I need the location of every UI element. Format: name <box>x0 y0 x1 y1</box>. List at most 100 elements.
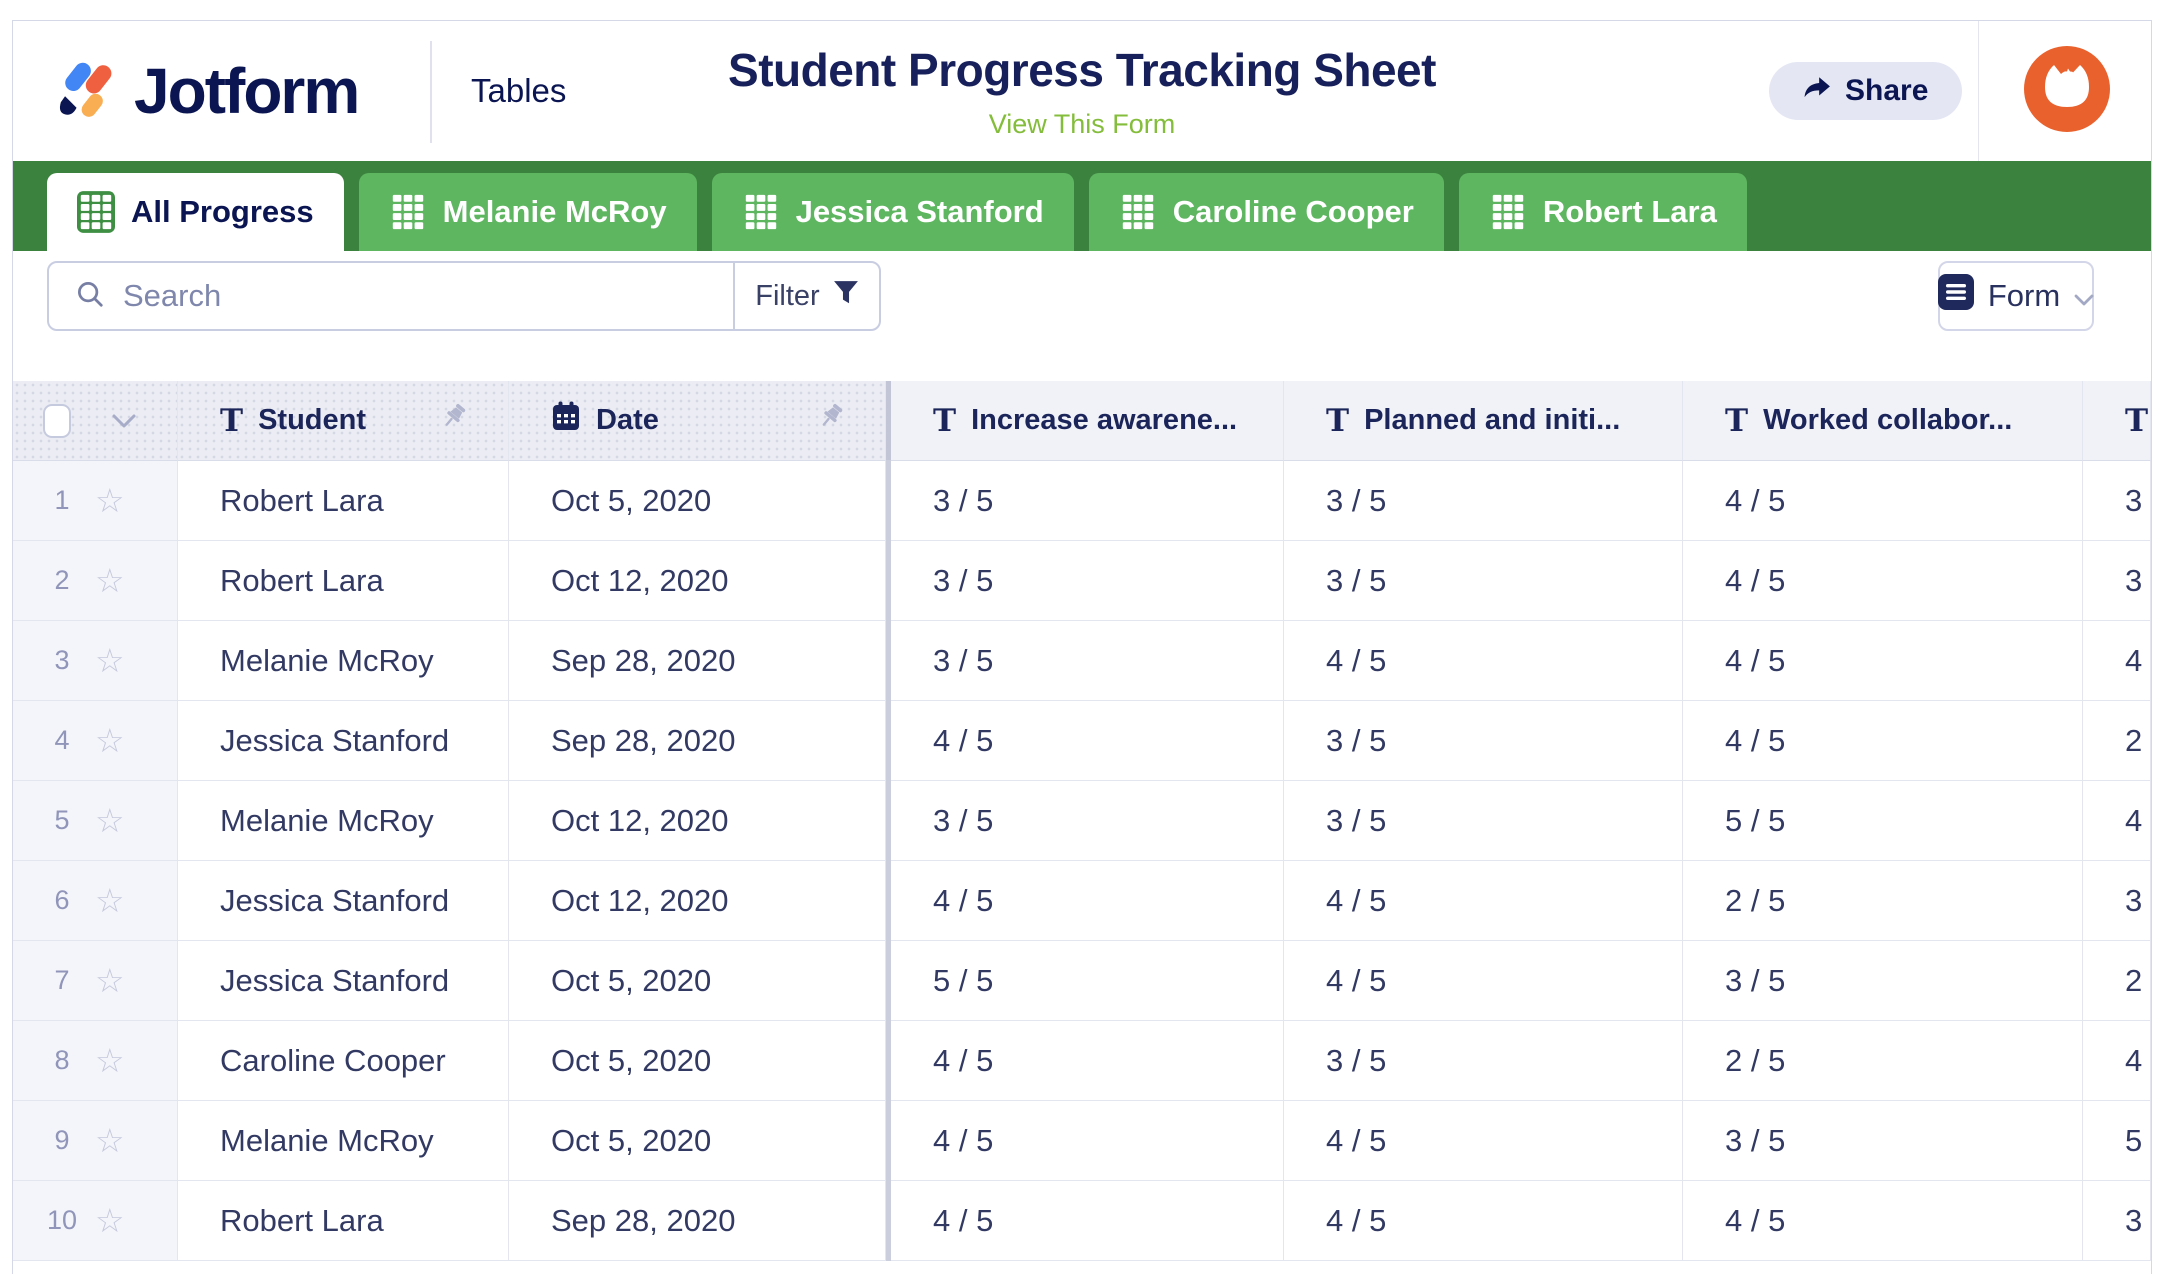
score-cell[interactable]: 3 / 5 <box>1683 941 2083 1021</box>
tab-melanie-mcroy[interactable]: Melanie McRoy <box>358 173 697 251</box>
score-cell[interactable]: 2 / 5 <box>1683 861 2083 941</box>
star-icon[interactable] <box>95 1044 125 1077</box>
filter-button[interactable]: Filter <box>733 263 879 329</box>
score-cell[interactable]: 4 / 5 <box>891 861 1284 941</box>
star-icon[interactable] <box>95 564 125 597</box>
score-cell[interactable]: 4 / 5 <box>1284 1101 1683 1181</box>
score-cell[interactable]: 4 / 5 <box>1284 941 1683 1021</box>
table-row[interactable]: 9 Melanie McRoy Oct 5, 2020 4 / 5 4 / 5 … <box>13 1101 2151 1181</box>
tab-caroline-cooper[interactable]: Caroline Cooper <box>1088 173 1444 251</box>
date-cell[interactable]: Oct 12, 2020 <box>509 541 886 621</box>
student-cell[interactable]: Caroline Cooper <box>178 1021 509 1101</box>
table-row[interactable]: 1 Robert Lara Oct 5, 2020 3 / 5 3 / 5 4 … <box>13 461 2151 541</box>
column-header-worked-collaboratively[interactable]: T Worked collabor... <box>1683 381 2083 461</box>
score-cell[interactable]: 5 / 5 <box>891 941 1284 1021</box>
score-cell[interactable]: 3 / 5 <box>1284 541 1683 621</box>
column-header-date[interactable]: Date <box>509 381 886 461</box>
score-cell[interactable]: 4 / 5 <box>891 701 1284 781</box>
score-cell[interactable]: 4 / 5 <box>891 1021 1284 1101</box>
student-cell[interactable]: Melanie McRoy <box>178 1101 509 1181</box>
chevron-down-icon[interactable] <box>112 414 136 428</box>
avatar[interactable] <box>2024 46 2110 132</box>
star-icon[interactable] <box>95 964 125 997</box>
score-cell[interactable]: 4 / 5 <box>1284 621 1683 701</box>
score-cell[interactable]: 4 / 5 <box>1683 461 2083 541</box>
search-box[interactable] <box>49 263 733 329</box>
score-cell[interactable]: 4 / 5 <box>1683 621 2083 701</box>
student-cell[interactable]: Robert Lara <box>178 1181 509 1261</box>
date-cell[interactable]: Oct 5, 2020 <box>509 1101 886 1181</box>
score-cell[interactable]: 3 / 5 <box>2083 461 2151 541</box>
score-cell[interactable]: 4 / 5 <box>2083 781 2151 861</box>
star-icon[interactable] <box>95 724 125 757</box>
pin-icon[interactable] <box>817 402 847 440</box>
score-cell[interactable]: 3 / 5 <box>891 541 1284 621</box>
table-row[interactable]: 10 Robert Lara Sep 28, 2020 4 / 5 4 / 5 … <box>13 1181 2151 1261</box>
score-cell[interactable]: 5 / 5 <box>1683 781 2083 861</box>
score-cell[interactable]: 3 / 5 <box>2083 861 2151 941</box>
star-icon[interactable] <box>95 644 125 677</box>
search-input[interactable] <box>123 278 733 314</box>
score-cell[interactable]: 5 / 5 <box>2083 1101 2151 1181</box>
date-cell[interactable]: Sep 28, 2020 <box>509 701 886 781</box>
date-cell[interactable]: Sep 28, 2020 <box>509 621 886 701</box>
star-icon[interactable] <box>95 1204 125 1237</box>
date-cell[interactable]: Oct 12, 2020 <box>509 781 886 861</box>
score-cell[interactable]: 4 / 5 <box>891 1101 1284 1181</box>
select-all-checkbox[interactable] <box>43 403 71 438</box>
score-cell[interactable]: 3 / 5 <box>1683 1101 2083 1181</box>
score-cell[interactable]: 3 / 5 <box>891 621 1284 701</box>
score-cell[interactable]: 4 / 5 <box>1284 861 1683 941</box>
score-cell[interactable]: 3 / 5 <box>2083 1181 2151 1261</box>
score-cell[interactable]: 4 / 5 <box>2083 1021 2151 1101</box>
score-cell[interactable]: 3 / 5 <box>1284 461 1683 541</box>
student-cell[interactable]: Jessica Stanford <box>178 861 509 941</box>
table-row[interactable]: 7 Jessica Stanford Oct 5, 2020 5 / 5 4 /… <box>13 941 2151 1021</box>
score-cell[interactable]: 2 / 5 <box>1683 1021 2083 1101</box>
pin-icon[interactable] <box>440 402 470 440</box>
column-header-planned-initiated[interactable]: T Planned and initi... <box>1284 381 1683 461</box>
score-cell[interactable]: 4 / 5 <box>1683 541 2083 621</box>
student-cell[interactable]: Robert Lara <box>178 461 509 541</box>
star-icon[interactable] <box>95 1124 125 1157</box>
tab-robert-lara[interactable]: Robert Lara <box>1458 173 1747 251</box>
share-button[interactable]: Share <box>1769 62 1963 120</box>
score-cell[interactable]: 4 / 5 <box>2083 621 2151 701</box>
score-cell[interactable]: 2 / 5 <box>2083 941 2151 1021</box>
date-cell[interactable]: Oct 5, 2020 <box>509 941 886 1021</box>
column-header-clipped[interactable]: T <box>2083 381 2151 461</box>
view-this-form-link[interactable]: View This Form <box>988 108 1176 139</box>
table-row[interactable]: 5 Melanie McRoy Oct 12, 2020 3 / 5 3 / 5… <box>13 781 2151 861</box>
score-cell[interactable]: 3 / 5 <box>1284 701 1683 781</box>
score-cell[interactable]: 4 / 5 <box>1683 1181 2083 1261</box>
form-view-button[interactable]: Form <box>1937 261 2094 331</box>
student-cell[interactable]: Jessica Stanford <box>178 701 509 781</box>
score-cell[interactable]: 3 / 5 <box>1284 781 1683 861</box>
score-cell[interactable]: 2 / 5 <box>2083 701 2151 781</box>
table-row[interactable]: 2 Robert Lara Oct 12, 2020 3 / 5 3 / 5 4… <box>13 541 2151 621</box>
column-header-student[interactable]: T Student <box>178 381 509 461</box>
table-row[interactable]: 6 Jessica Stanford Oct 12, 2020 4 / 5 4 … <box>13 861 2151 941</box>
jotform-logo[interactable]: Jotform <box>56 21 360 161</box>
score-cell[interactable]: 4 / 5 <box>1683 701 2083 781</box>
tab-all-progress[interactable]: All Progress <box>47 173 344 251</box>
date-cell[interactable]: Oct 5, 2020 <box>509 1021 886 1101</box>
star-icon[interactable] <box>95 804 125 837</box>
student-cell[interactable]: Jessica Stanford <box>178 941 509 1021</box>
student-cell[interactable]: Melanie McRoy <box>178 621 509 701</box>
table-row[interactable]: 8 Caroline Cooper Oct 5, 2020 4 / 5 3 / … <box>13 1021 2151 1101</box>
score-cell[interactable]: 3 / 5 <box>891 461 1284 541</box>
score-cell[interactable]: 3 / 5 <box>2083 541 2151 621</box>
student-cell[interactable]: Robert Lara <box>178 541 509 621</box>
tab-jessica-stanford[interactable]: Jessica Stanford <box>711 173 1074 251</box>
date-cell[interactable]: Sep 28, 2020 <box>509 1181 886 1261</box>
star-icon[interactable] <box>95 484 125 517</box>
score-cell[interactable]: 4 / 5 <box>1284 1181 1683 1261</box>
score-cell[interactable]: 3 / 5 <box>891 781 1284 861</box>
column-header-increase-awareness[interactable]: T Increase awarene... <box>891 381 1284 461</box>
date-cell[interactable]: Oct 12, 2020 <box>509 861 886 941</box>
table-row[interactable]: 3 Melanie McRoy Sep 28, 2020 3 / 5 4 / 5… <box>13 621 2151 701</box>
table-row[interactable]: 4 Jessica Stanford Sep 28, 2020 4 / 5 3 … <box>13 701 2151 781</box>
date-cell[interactable]: Oct 5, 2020 <box>509 461 886 541</box>
star-icon[interactable] <box>95 884 125 917</box>
